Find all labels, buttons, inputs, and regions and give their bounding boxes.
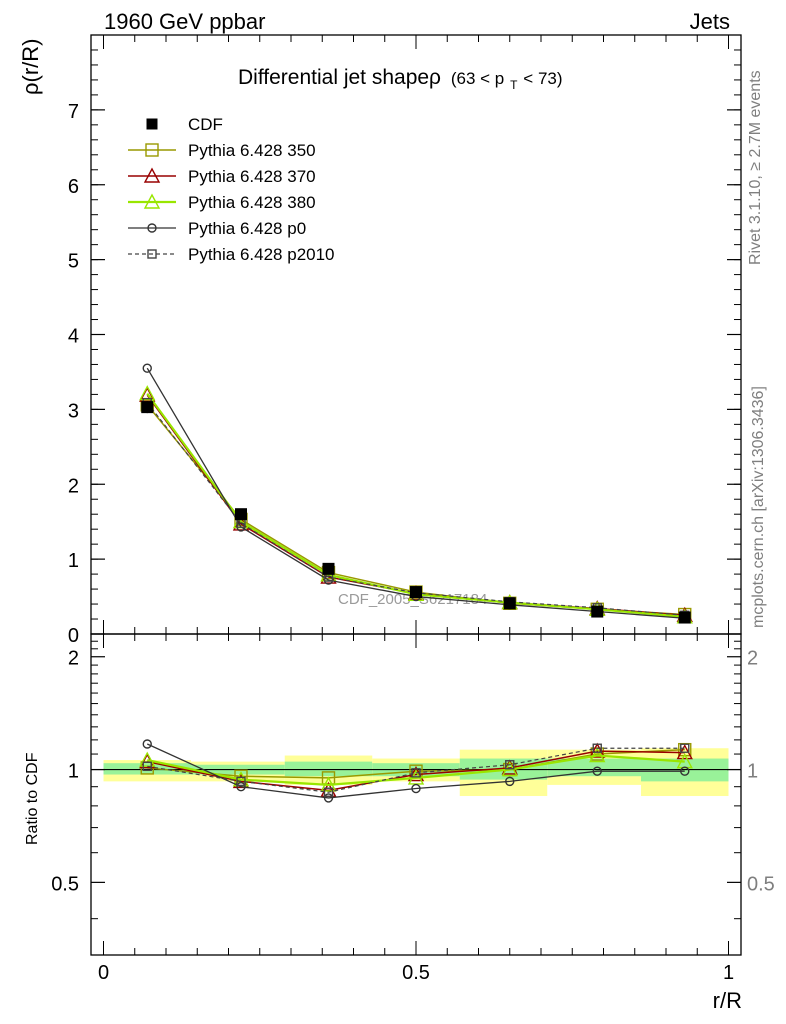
header-right: Jets bbox=[690, 9, 730, 34]
main-title-sub-end: < 73) bbox=[523, 69, 562, 88]
legend-label-p0: Pythia 6.428 p0 bbox=[188, 219, 306, 238]
main-point-p0 bbox=[142, 363, 152, 373]
ratio-y-tick-label-right: 0.5 bbox=[747, 873, 775, 895]
main-y-tick-label: 2 bbox=[68, 475, 79, 497]
main-point-cdf bbox=[322, 562, 335, 575]
ratio-x-tick-label: 0.5 bbox=[402, 962, 430, 984]
main-title: Differential jet shapeρ (63 < p T < 73) bbox=[238, 66, 563, 94]
main-series-p0 bbox=[142, 363, 690, 623]
ratio-band-inner bbox=[284, 761, 373, 777]
ratio-point-p2010 bbox=[505, 760, 515, 770]
legend-label-p370: Pythia 6.428 370 bbox=[188, 167, 316, 186]
ratio-point-p380 bbox=[589, 747, 606, 763]
main-point-p380 bbox=[139, 385, 156, 401]
ratio-point-p0 bbox=[323, 793, 334, 803]
main-point-cdf bbox=[591, 605, 604, 618]
ratio-point-p0 bbox=[142, 739, 152, 749]
legend-entry-p2010: Pythia 6.428 p2010 bbox=[128, 245, 335, 264]
main-y-tick-label: 5 bbox=[68, 251, 79, 273]
legend-label-p380: Pythia 6.428 380 bbox=[188, 193, 316, 212]
legend-entry-p350: Pythia 6.428 350 bbox=[128, 141, 316, 160]
ratio-line-p0 bbox=[146, 743, 685, 799]
main-series-cdf bbox=[141, 401, 691, 624]
main-y-tick-label: 7 bbox=[68, 101, 79, 123]
ratio-point-p0 bbox=[411, 783, 421, 794]
main-point-cdf bbox=[235, 508, 247, 521]
legend-marker-cdf bbox=[146, 118, 158, 130]
main-y-axis-label: ρ(r/R) bbox=[18, 39, 43, 96]
ratio-point-p2010 bbox=[680, 743, 690, 753]
ratio-panel-frame: 0.5 0.5 1 1 2 2 0 0.5 1 bbox=[51, 633, 775, 984]
ratio-y-tick-label-right: 1 bbox=[747, 761, 758, 783]
main-panel-frame: 0 1 2 3 4 5 6 7 bbox=[68, 34, 742, 647]
ratio-point-p2010 bbox=[236, 776, 246, 787]
ratio-point-p380 bbox=[139, 751, 156, 767]
legend-label-p2010: Pythia 6.428 p2010 bbox=[188, 245, 335, 264]
main-line-p350 bbox=[146, 404, 685, 616]
ratio-line-p2010 bbox=[147, 747, 685, 793]
legend-marker-p350 bbox=[145, 143, 159, 157]
ratio-point-p0 bbox=[236, 782, 246, 792]
ratio-point-p0 bbox=[505, 776, 515, 787]
main-line-p2010 bbox=[146, 402, 685, 616]
main-y-tick-label: 1 bbox=[68, 550, 79, 572]
main-line-p0 bbox=[146, 367, 685, 619]
ratio-line-p380 bbox=[147, 754, 685, 787]
rivet-label: Rivet 3.1.10, ≥ 2.7M events bbox=[747, 70, 764, 265]
legend-marker-p2010 bbox=[147, 249, 157, 259]
ratio-y-tick-label-right: 2 bbox=[747, 648, 758, 670]
legend-entry-p0: Pythia 6.428 p0 bbox=[128, 219, 306, 238]
main-point-cdf bbox=[503, 597, 516, 610]
legend-entry-p380: Pythia 6.428 380 bbox=[128, 193, 316, 212]
ratio-point-p0 bbox=[680, 766, 690, 776]
ratio-band-inner bbox=[103, 763, 191, 775]
ratio-x-axis-label: r/R bbox=[713, 988, 742, 1013]
main-title-sub-t: T bbox=[510, 78, 518, 92]
ratio-point-p2010 bbox=[592, 743, 602, 753]
main-point-cdf bbox=[141, 401, 154, 414]
legend-label-cdf: CDF bbox=[188, 115, 223, 134]
legend-marker-p370 bbox=[143, 167, 161, 183]
legend-marker-p380 bbox=[143, 193, 161, 209]
main-point-cdf bbox=[410, 586, 422, 599]
mcplots-label: mcplots.cern.ch [arXiv:1306.3436] bbox=[750, 386, 767, 628]
ratio-point-p0 bbox=[592, 766, 602, 776]
main-point-cdf bbox=[678, 611, 691, 624]
ratio-y-tick-label: 2 bbox=[68, 648, 79, 670]
main-y-tick-label: 4 bbox=[68, 326, 79, 348]
ratio-point-p2010 bbox=[323, 787, 334, 797]
main-title-text: Differential jet shapeρ bbox=[238, 66, 441, 89]
main-y-tick-label: 0 bbox=[68, 625, 79, 647]
ratio-point-p380 bbox=[320, 776, 337, 792]
ratio-y-tick-label: 1 bbox=[68, 761, 79, 783]
main-title-sub: (63 < p bbox=[451, 69, 504, 88]
ratio-point-p2010 bbox=[142, 761, 152, 772]
legend-entry-cdf: CDF bbox=[146, 115, 223, 134]
ratio-x-tick-label: 0 bbox=[98, 962, 109, 984]
ratio-y-tick-label: 0.5 bbox=[51, 873, 79, 895]
legend-entry-p370: Pythia 6.428 370 bbox=[128, 167, 316, 186]
legend: CDF Pythia 6.428 350 Pythia 6.428 370 Pythi… bbox=[128, 115, 335, 264]
legend-marker-p0 bbox=[147, 223, 157, 233]
ratio-series-layer bbox=[139, 739, 693, 803]
ratio-y-axis-label: Ratio to CDF bbox=[24, 752, 41, 845]
main-series-layer bbox=[139, 363, 693, 624]
main-y-tick-label: 3 bbox=[68, 400, 79, 422]
legend-label-p350: Pythia 6.428 350 bbox=[188, 141, 316, 160]
ratio-series-p0 bbox=[142, 739, 690, 803]
ratio-series-p2010 bbox=[142, 743, 690, 797]
header-left: 1960 GeV ppbar bbox=[104, 9, 265, 34]
ratio-x-tick-label: 1 bbox=[723, 962, 734, 984]
ratio-point-p2010 bbox=[411, 768, 421, 778]
main-y-tick-label: 6 bbox=[68, 176, 79, 198]
